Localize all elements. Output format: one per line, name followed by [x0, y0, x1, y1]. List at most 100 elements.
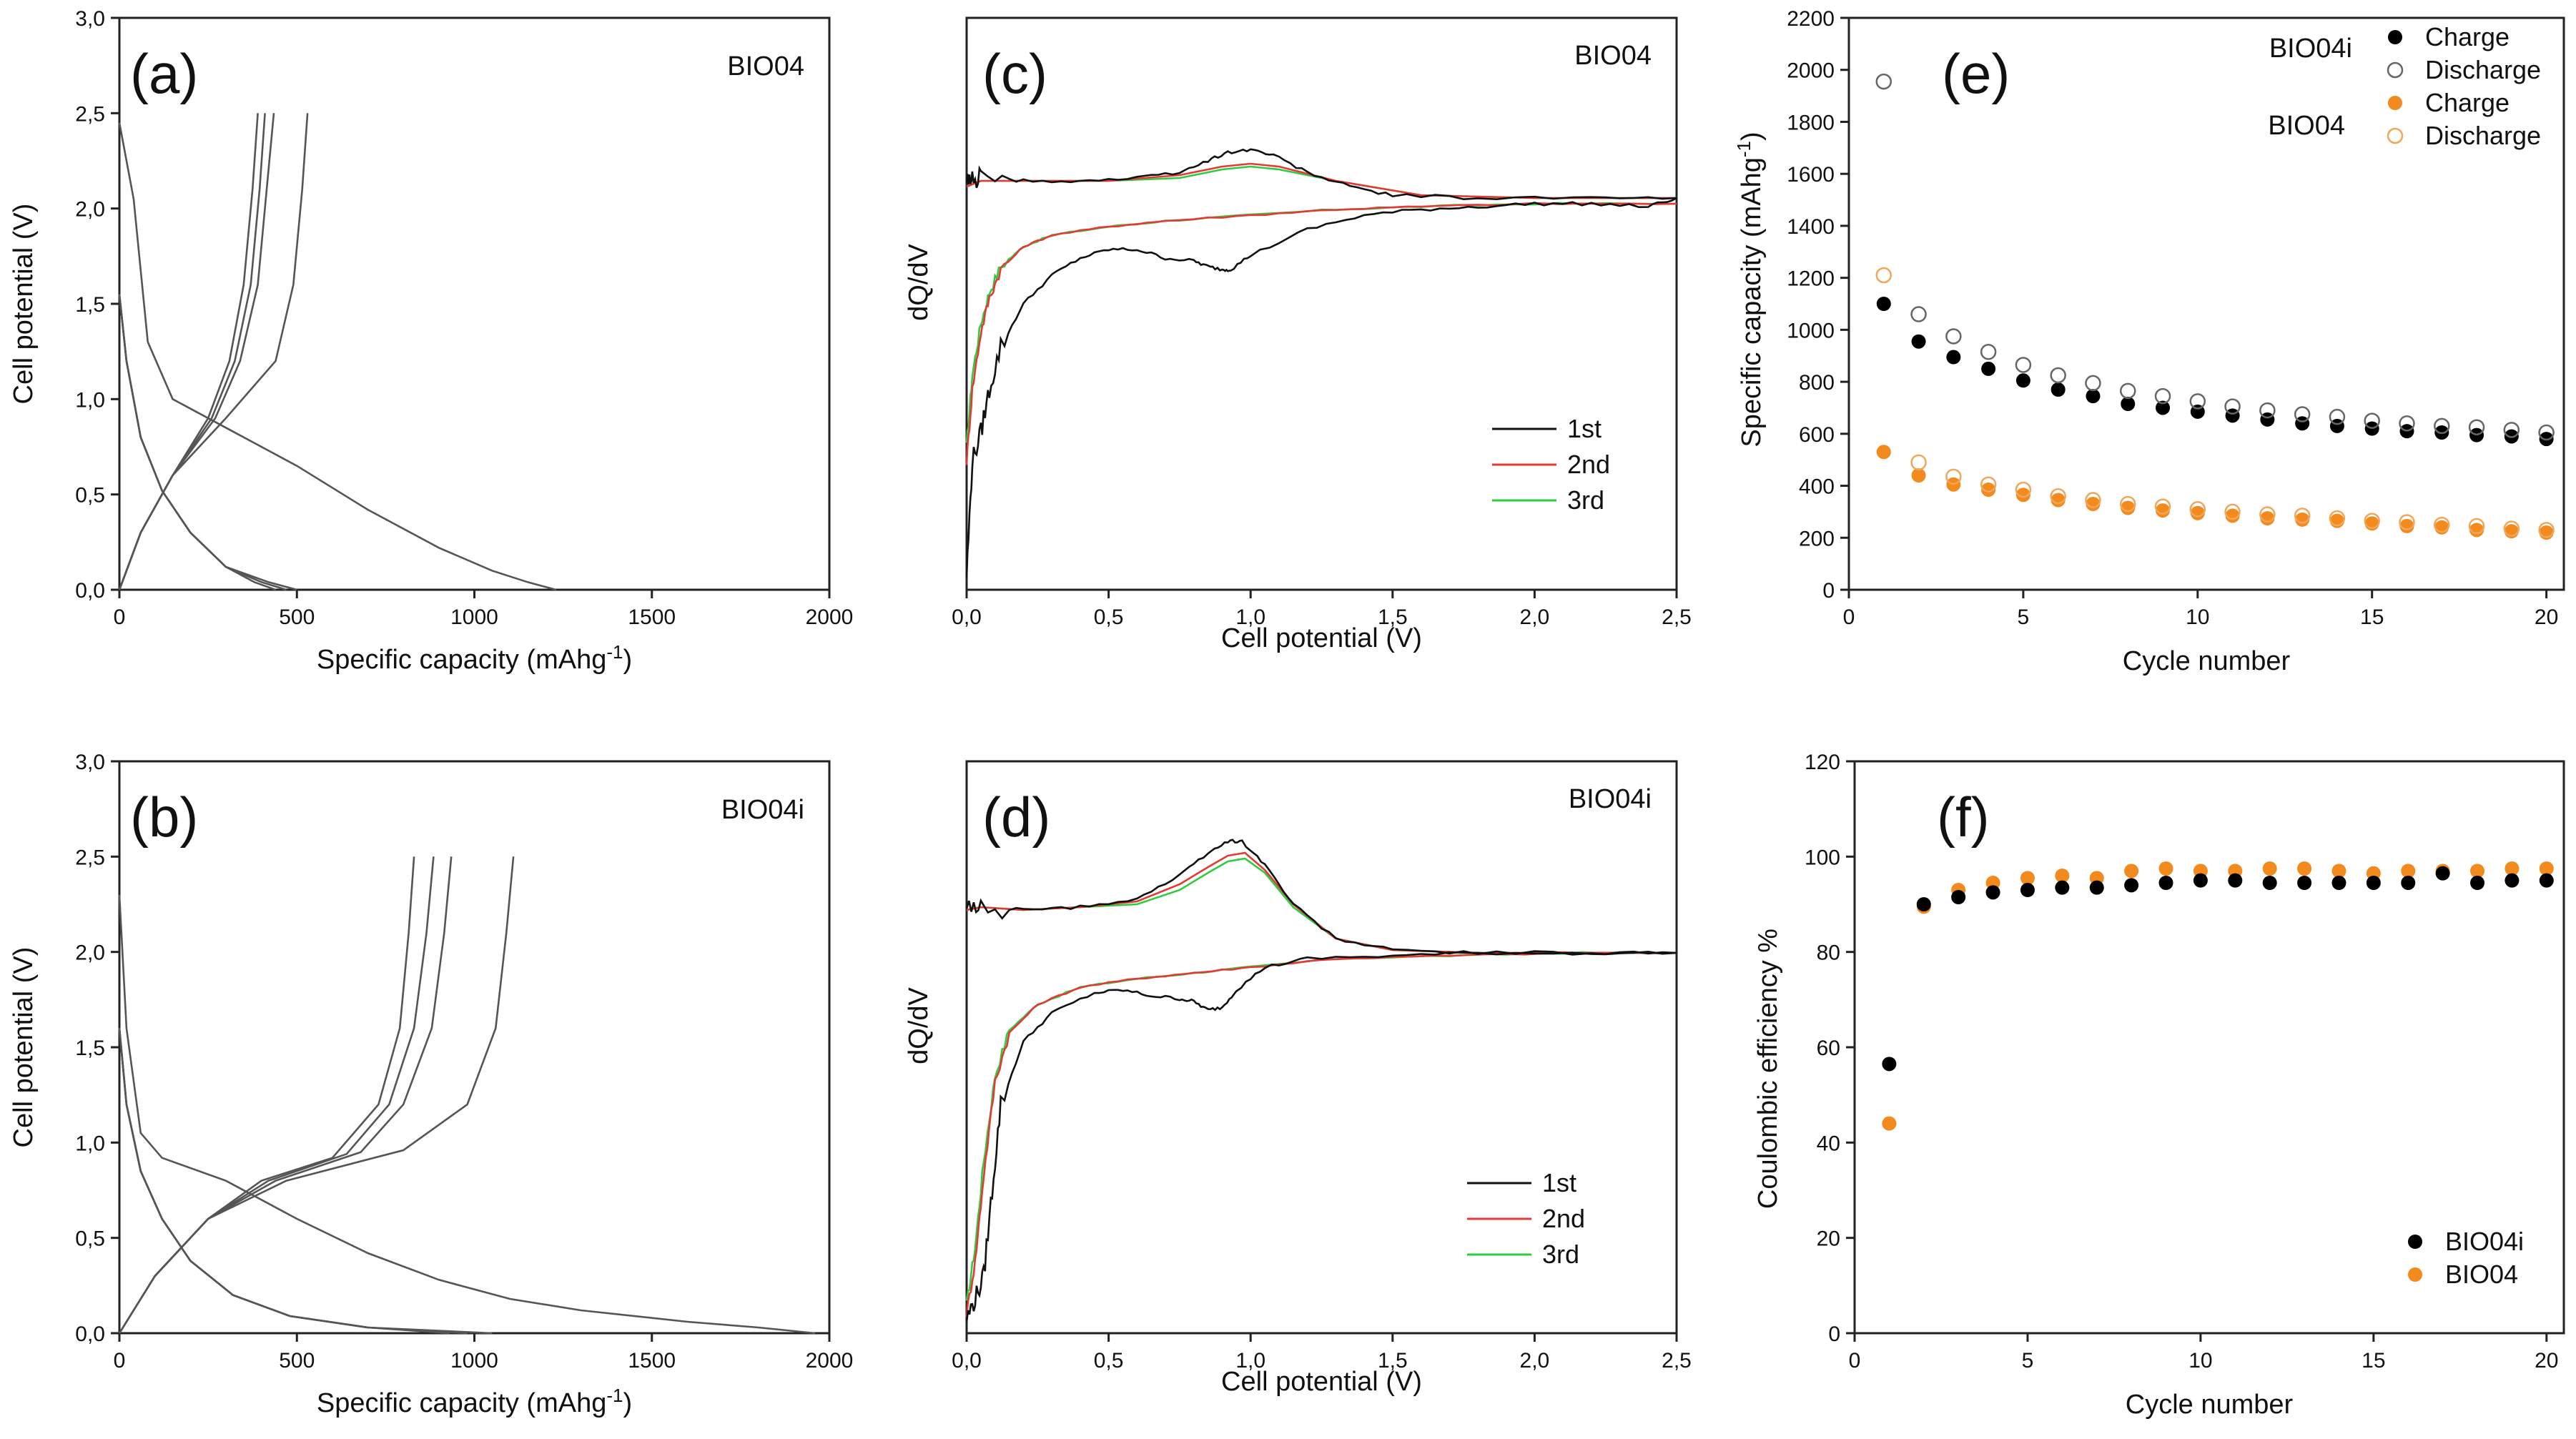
point-BIO04-charge [2190, 505, 2205, 520]
x-axis-label-end: ) [623, 1388, 632, 1418]
sample-label: BIO04i [1569, 784, 1652, 814]
point-BIO04-charge [2295, 512, 2310, 527]
point-BIO04-discharge [2050, 488, 2066, 505]
sample-label: BIO04 [1574, 41, 1652, 71]
x-tick-label: 0,5 [1094, 1349, 1124, 1373]
y-tick-label: 40 [1817, 1132, 1840, 1155]
point-BIO04 [2331, 864, 2346, 879]
point-BIO04i-charge [2086, 389, 2101, 404]
point-BIO04i-charge [2051, 382, 2066, 397]
x-tick-label: 1,5 [1378, 605, 1408, 629]
charge-curve [118, 113, 309, 590]
point-BIO04-discharge [2434, 516, 2450, 533]
y-tick-label: 1,5 [75, 293, 105, 317]
y-tick-label: 0,0 [75, 1322, 105, 1346]
panel-label: (f) [1937, 786, 1990, 849]
x-tick-label: 500 [279, 605, 315, 629]
point-BIO04 [1882, 1116, 1897, 1131]
plot-frame-e [1847, 16, 2565, 591]
x-tick-label: 10 [2186, 605, 2209, 629]
point-BIO04-discharge [2119, 495, 2136, 513]
y-tick-label: 120 [1805, 751, 1840, 774]
point-BIO04-charge [2156, 503, 2171, 518]
point-BIO04i-discharge [2154, 387, 2171, 405]
y-axis-label-superscript: -1 [1733, 141, 1755, 157]
y-tick-label: 2,0 [75, 198, 105, 222]
x-axis-label-main: Specific capacity (mAhg [317, 645, 607, 675]
x-axis-label: Cell potential (V) [1221, 623, 1422, 653]
x-tick-label: 0 [1849, 1349, 1861, 1373]
point-BIO04 [2470, 864, 2485, 879]
x-tick-label: 2000 [806, 605, 854, 629]
point-BIO04i-charge [1876, 297, 1891, 311]
legend-label: 2nd [1542, 1204, 1585, 1233]
legend-label: 3rd [1567, 485, 1604, 515]
point-BIO04-discharge [2364, 513, 2380, 529]
point-BIO04i [1951, 890, 1966, 904]
dqdv-1st-anodic [965, 148, 1677, 201]
point-BIO04-discharge [2224, 503, 2241, 520]
panel-e: 0 5 10 15 2002004006008001000120014001600180… [1733, 7, 2565, 676]
point-BIO04i-discharge [2189, 393, 2206, 410]
y-tick-label: 1600 [1787, 163, 1835, 187]
point-BIO04i [1985, 885, 2000, 900]
discharge-curve [118, 894, 816, 1335]
charge-curve [118, 856, 415, 1334]
legend-group-label: BIO04i [2269, 34, 2352, 64]
point-BIO04i [1916, 897, 1931, 911]
plot-frame-b [118, 760, 831, 1335]
legend-label: Charge [2425, 22, 2510, 51]
x-tick-label: 1,0 [1235, 1349, 1265, 1373]
dqdv-2nd-anodic [966, 851, 1677, 954]
y-tick-label: 600 [1799, 423, 1835, 447]
legend-marker [2408, 1267, 2422, 1282]
point-BIO04i [2366, 876, 2381, 890]
charge-curve [118, 113, 275, 590]
point-BIO04i-charge [2015, 373, 2030, 388]
x-tick-label: 5 [2022, 1349, 2034, 1373]
point-BIO04-discharge [2329, 510, 2346, 527]
x-tick-label: 0,5 [1094, 605, 1124, 629]
x-axis-label: Cycle number [2123, 646, 2291, 676]
y-tick-label: 3,0 [75, 7, 105, 31]
panel-a: 0 500 1000 1500 2000 0,0 0,5 1,0 1,5 2,0 2,5 3,0 (a)… [9, 7, 853, 675]
point-BIO04i [2401, 876, 2416, 890]
point-BIO04-discharge [2259, 506, 2276, 523]
y-axis-label: Specific capacity (mAhg-1) [1733, 132, 1767, 447]
discharge-curve [118, 294, 297, 591]
dqdv-3rd-cathodic [965, 202, 1677, 443]
y-tick-label: 100 [1805, 846, 1840, 869]
discharge-curve [118, 1028, 493, 1335]
x-tick-label: 1000 [450, 1349, 498, 1373]
x-axis-label-end: ) [623, 645, 632, 675]
y-tick-label: 2,5 [75, 102, 105, 126]
x-tick-label: 5 [2018, 605, 2030, 629]
legend-marker [2388, 96, 2402, 110]
x-tick-label: 20 [2535, 1349, 2558, 1373]
legend-marker [2387, 127, 2404, 144]
x-tick-label: 2,5 [1662, 1349, 1692, 1373]
panel-label: (e) [1942, 42, 2010, 105]
point-BIO04i-discharge [2224, 398, 2241, 415]
point-BIO04i [2055, 880, 2070, 895]
y-tick-label: 0 [1828, 1322, 1840, 1346]
sample-label: BIO04i [721, 795, 804, 825]
point-BIO04i [2539, 873, 2554, 888]
point-BIO04i [2020, 883, 2035, 897]
point-BIO04i-discharge [1875, 73, 1892, 90]
point-BIO04-discharge [2538, 522, 2555, 538]
y-axis-label: Cell potential (V) [9, 947, 39, 1148]
point-BIO04i [2228, 873, 2243, 888]
point-BIO04i-charge [2121, 397, 2136, 411]
panel-label: (c) [982, 42, 1047, 105]
legend-marker [2387, 61, 2404, 79]
x-axis-label-superscript: -1 [606, 641, 623, 663]
x-axis-label-main: Specific capacity (mAhg [317, 1388, 607, 1418]
dqdv-3rd-anodic [966, 857, 1677, 954]
x-tick-label: 2,5 [1662, 605, 1692, 629]
y-tick-label: 2,5 [75, 846, 105, 869]
plot-frame-c [965, 16, 1678, 591]
sample-label: BIO04 [727, 51, 804, 81]
x-tick-label: 0 [1843, 605, 1855, 629]
